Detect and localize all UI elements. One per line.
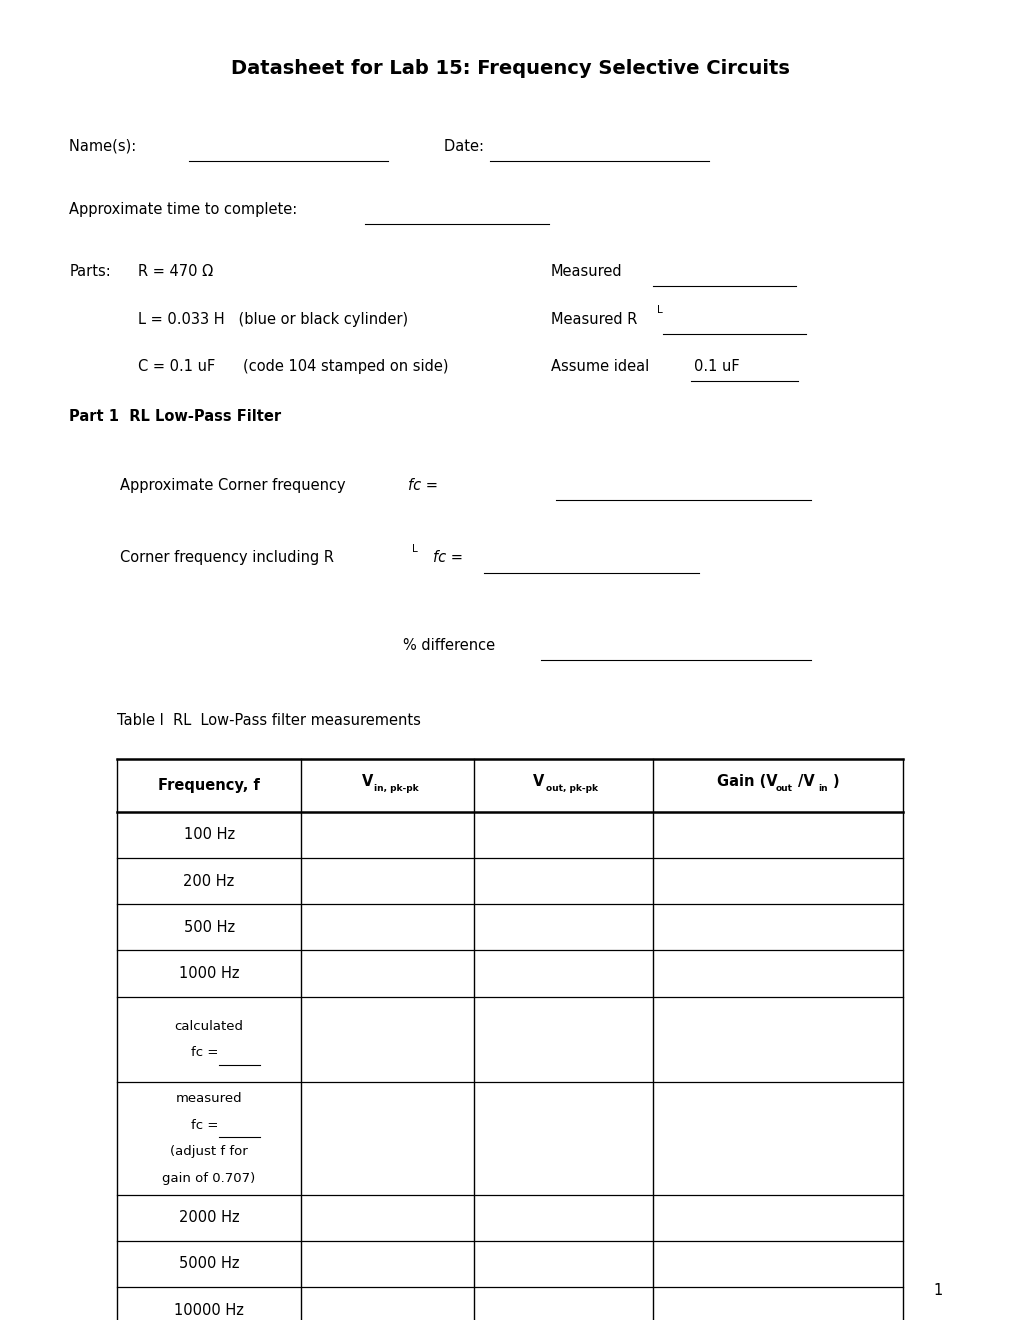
Text: measured: measured	[175, 1093, 243, 1105]
Text: Parts:: Parts:	[69, 264, 111, 279]
Text: in, pk-pk: in, pk-pk	[374, 784, 419, 792]
Text: Measured: Measured	[550, 264, 622, 279]
Text: L: L	[412, 544, 418, 554]
Text: Frequency, f: Frequency, f	[158, 777, 260, 793]
Text: 200 Hz: 200 Hz	[183, 874, 234, 888]
Text: 5000 Hz: 5000 Hz	[178, 1257, 239, 1271]
Text: 1000 Hz: 1000 Hz	[178, 966, 239, 981]
Text: 10000 Hz: 10000 Hz	[174, 1303, 244, 1317]
Text: 500 Hz: 500 Hz	[183, 920, 234, 935]
Text: out: out	[775, 784, 792, 792]
Text: gain of 0.707): gain of 0.707)	[162, 1172, 256, 1184]
Text: V: V	[362, 774, 373, 789]
Text: 0.1 uF: 0.1 uF	[693, 359, 739, 374]
Text: out, pk-pk: out, pk-pk	[546, 784, 597, 792]
Text: Datasheet for Lab 15: Frequency Selective Circuits: Datasheet for Lab 15: Frequency Selectiv…	[230, 59, 789, 78]
Text: L: L	[656, 305, 662, 315]
Text: Part 1  RL Low-Pass Filter: Part 1 RL Low-Pass Filter	[69, 409, 281, 424]
Text: /V: /V	[797, 774, 814, 789]
Text: 100 Hz: 100 Hz	[183, 828, 234, 842]
Text: ): )	[832, 774, 839, 789]
Text: Approximate Corner frequency: Approximate Corner frequency	[120, 478, 345, 492]
Text: Gain (V: Gain (V	[715, 774, 776, 789]
Text: Approximate time to complete:: Approximate time to complete:	[69, 202, 298, 216]
Text: calculated: calculated	[174, 1020, 244, 1032]
Text: fc =: fc =	[433, 550, 463, 565]
Text: Assume ideal: Assume ideal	[550, 359, 648, 374]
Text: Measured R: Measured R	[550, 312, 637, 326]
Text: Table I  RL  Low-Pass filter measurements: Table I RL Low-Pass filter measurements	[117, 713, 421, 727]
Text: R = 470 Ω: R = 470 Ω	[138, 264, 213, 279]
Text: Name(s):: Name(s):	[69, 139, 141, 153]
Text: 1: 1	[932, 1283, 943, 1299]
Text: V: V	[533, 774, 544, 789]
Text: % difference: % difference	[403, 638, 494, 652]
Text: C = 0.1 uF      (code 104 stamped on side): C = 0.1 uF (code 104 stamped on side)	[138, 359, 447, 374]
Text: fc =: fc =	[191, 1119, 222, 1131]
Text: in: in	[817, 784, 827, 792]
Text: 2000 Hz: 2000 Hz	[178, 1210, 239, 1225]
Text: (adjust f for: (adjust f for	[170, 1146, 248, 1158]
Text: fc =: fc =	[408, 478, 437, 492]
Text: L = 0.033 H   (blue or black cylinder): L = 0.033 H (blue or black cylinder)	[138, 312, 408, 326]
Text: Date:: Date:	[443, 139, 488, 153]
Text: Corner frequency including R: Corner frequency including R	[120, 550, 334, 565]
Text: fc =: fc =	[191, 1047, 222, 1059]
